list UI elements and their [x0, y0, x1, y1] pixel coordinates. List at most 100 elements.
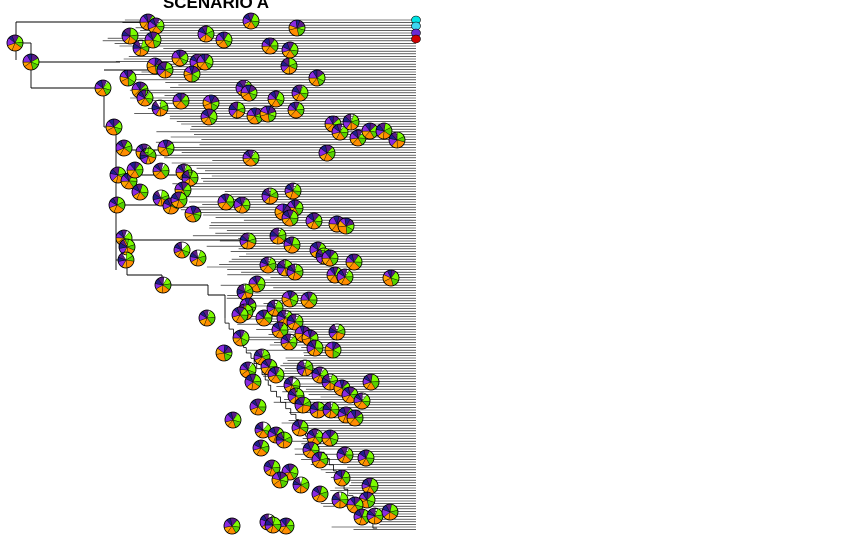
node-pie: [215, 31, 233, 49]
pie-outline: [152, 162, 170, 180]
node-pie: [147, 17, 165, 35]
pie-outline: [198, 309, 216, 327]
node-pie: [171, 49, 189, 67]
node-pie: [281, 41, 299, 59]
pie-outline: [345, 253, 363, 271]
node-pie: [375, 122, 393, 140]
pie-outline: [232, 329, 250, 347]
pie-outline: [324, 341, 342, 359]
node-pie: [382, 269, 400, 287]
node-pie: [346, 409, 364, 427]
node-pie: [321, 249, 339, 267]
pie-outline: [322, 401, 340, 419]
node-pie: [144, 31, 162, 49]
node-pie: [267, 366, 285, 384]
node-pie: [324, 341, 342, 359]
pie-outline: [308, 69, 326, 87]
pie-slice: [292, 183, 302, 192]
node-pie: [286, 263, 304, 281]
node-pie: [223, 517, 241, 535]
pie-outline: [231, 306, 249, 324]
node-pie: [288, 19, 306, 37]
pie-outline: [284, 182, 302, 200]
node-pie: [249, 398, 267, 416]
pie-outline: [275, 431, 293, 449]
pie-outline: [215, 31, 233, 49]
pie-outline: [336, 446, 354, 464]
node-pie: [242, 12, 260, 30]
node-pie: [294, 396, 312, 414]
node-pie: [261, 37, 279, 55]
node-pie: [362, 373, 380, 391]
pie-outline: [305, 212, 323, 230]
node-pie: [183, 65, 201, 83]
node-pie: [306, 339, 324, 357]
node-pie: [198, 309, 216, 327]
pie-outline: [302, 441, 320, 459]
pie-outline: [287, 101, 305, 119]
node-pie: [275, 431, 293, 449]
pie-outline: [259, 256, 277, 274]
node-pie: [321, 429, 339, 447]
pie-outline: [22, 53, 40, 71]
node-pie: [119, 69, 137, 87]
pie-outline: [261, 37, 279, 55]
node-pie: [172, 92, 190, 110]
pie-outline: [357, 449, 375, 467]
node-pie: [291, 419, 309, 437]
node-pie: [121, 27, 139, 45]
node-pie: [281, 209, 299, 227]
pie-outline: [296, 359, 314, 377]
pie-outline: [375, 122, 393, 140]
pie-outline: [283, 236, 301, 254]
pie-outline: [252, 439, 270, 457]
pie-outline: [154, 276, 172, 294]
pie-outline: [172, 92, 190, 110]
pie-outline: [281, 290, 299, 308]
pie-outline: [131, 183, 149, 201]
node-pie: [156, 61, 174, 79]
node-pie: [280, 333, 298, 351]
node-pie: [324, 115, 342, 133]
node-pie: [311, 451, 329, 469]
node-pie: [280, 57, 298, 75]
node-pie: [271, 471, 289, 489]
node-pie: [259, 105, 277, 123]
pie-outline: [266, 299, 284, 317]
legend-marker: [411, 34, 421, 44]
pie-outline: [336, 268, 354, 286]
node-pie: [318, 144, 336, 162]
pie-outline: [197, 25, 215, 43]
node-pie: [236, 283, 254, 301]
pie-outline: [115, 139, 133, 157]
node-pie: [117, 251, 135, 269]
pie-outline: [233, 196, 251, 214]
node-pie: [292, 476, 310, 494]
figure-title: SCENARIO A: [162, 0, 270, 12]
node-pie: [284, 182, 302, 200]
node-pie: [244, 373, 262, 391]
pie-outline: [119, 69, 137, 87]
node-pie: [300, 291, 318, 309]
node-pie: [217, 193, 235, 211]
pie-outline: [249, 398, 267, 416]
pie-outline: [151, 99, 169, 117]
node-pie: [306, 428, 324, 446]
node-pie: [269, 227, 287, 245]
pie-outline: [362, 373, 380, 391]
node-pie: [131, 183, 149, 201]
pie-outline: [321, 429, 339, 447]
node-pie: [308, 69, 326, 87]
node-pie: [109, 166, 127, 184]
node-pie: [189, 249, 207, 267]
pie-outline: [328, 323, 346, 341]
node-pie: [154, 276, 172, 294]
pie-outline: [196, 53, 214, 71]
pie-outline: [291, 84, 309, 102]
node-pie: [261, 187, 279, 205]
pie-outline: [157, 139, 175, 157]
node-pie: [184, 205, 202, 223]
pie-outline: [184, 205, 202, 223]
pie-outline: [215, 344, 233, 362]
node-pie: [22, 53, 40, 71]
